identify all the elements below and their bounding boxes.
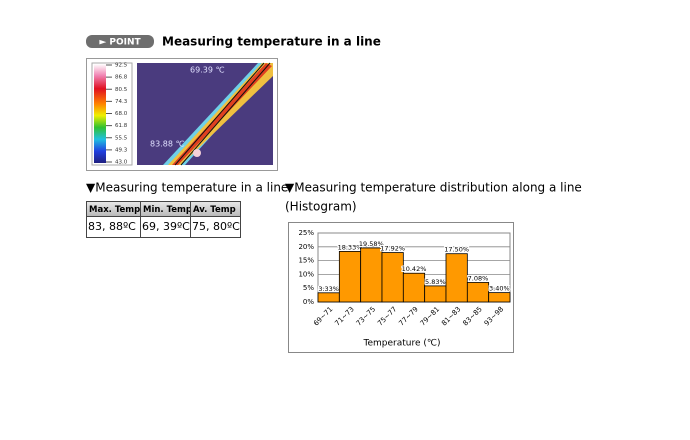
table-cell-text: 75, 80ºC: [192, 220, 240, 233]
bar: [402, 272, 426, 303]
bar: [488, 292, 511, 303]
table-cell: [190, 216, 241, 238]
bar: [424, 285, 447, 303]
data-label: 18.33%: [338, 243, 363, 251]
title: Measuring temperature in a line: [162, 35, 381, 49]
data-label: 17.50%: [444, 246, 469, 254]
y-tick-label: 25%: [298, 229, 314, 237]
scale-label: 74.3: [115, 99, 128, 105]
scale-label: 68.0: [115, 111, 128, 117]
table-header: Max. Temp: [89, 205, 140, 215]
scale-label: 55.5: [115, 135, 128, 141]
y-tick-label: 10%: [298, 270, 314, 278]
data-label: 7.08%: [468, 274, 489, 282]
scale-label: 86.8: [115, 75, 128, 81]
scale-label: 80.5: [115, 87, 128, 93]
bar: [445, 253, 468, 303]
histogram-caption: ▼Measuring temperature distribution alon…: [285, 181, 582, 195]
table-cell-text: 83, 88ºC: [88, 220, 136, 233]
data-label: 3.33%: [318, 285, 339, 293]
bar: [466, 282, 490, 303]
bar: [360, 247, 383, 303]
y-tick-label: 0%: [303, 298, 314, 306]
scale-label: 92.5: [115, 63, 128, 69]
x-axis-title: Temperature (℃): [362, 339, 440, 349]
scale-label: 61.8: [115, 123, 128, 129]
data-label: 3.40%: [489, 285, 510, 293]
table-header: Min. Temp: [143, 205, 192, 215]
data-label: 5.83%: [425, 278, 446, 286]
color-scale: [94, 64, 106, 163]
bar: [317, 292, 340, 303]
table-caption: ▼Measuring temperature in a line: [86, 181, 288, 195]
table-cell-text: 69, 39ºC: [142, 220, 190, 233]
upper-label: 69.39 ℃: [190, 66, 224, 75]
scale-label: 49.3: [115, 147, 128, 153]
lower-label: 83.88 ℃: [150, 140, 184, 149]
point-badge-text: ► POINT: [99, 38, 141, 48]
measure-line: [174, 62, 265, 166]
histogram-caption: (Histogram): [285, 200, 357, 214]
bar: [338, 251, 362, 303]
y-tick-label: 15%: [298, 257, 314, 265]
y-tick-label: 5%: [303, 284, 314, 292]
table-header: Av. Temp: [193, 205, 236, 215]
point-badge: [86, 35, 154, 48]
bar: [381, 252, 404, 303]
y-tick-label: 20%: [298, 243, 314, 251]
data-label: 17.92%: [380, 245, 405, 253]
data-label: 10.42%: [402, 265, 427, 273]
hot-spot: [193, 149, 201, 157]
scale-label: 43.0: [115, 160, 128, 166]
measure-line: [180, 62, 271, 166]
data-label: 19.58%: [359, 240, 384, 248]
